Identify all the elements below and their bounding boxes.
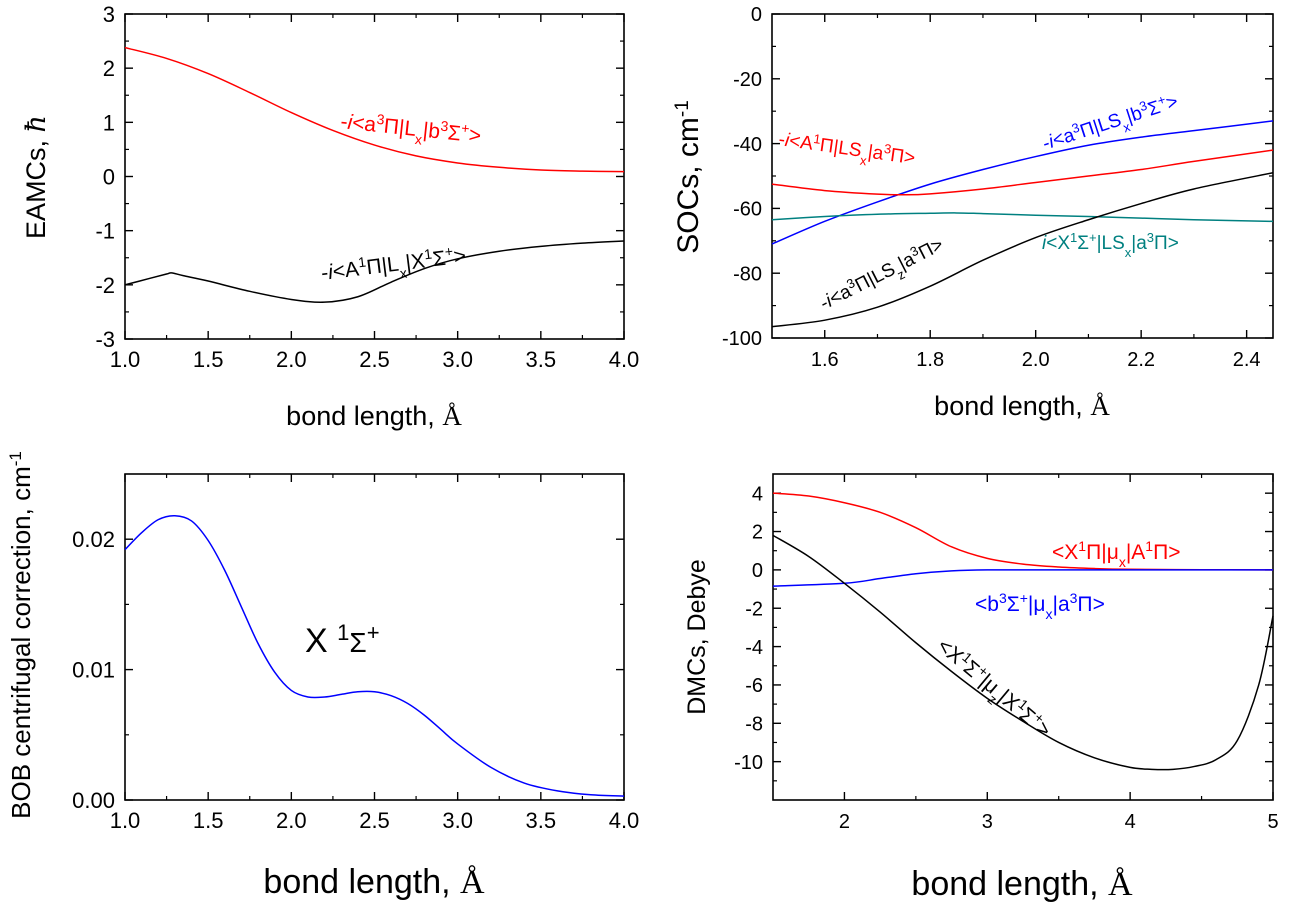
y-tick-label: -4 [745, 637, 763, 659]
dmc-series-line-0 [772, 492, 1274, 571]
x-tick-label: 3.0 [442, 347, 473, 372]
y-tick-label: 2 [752, 522, 763, 544]
y-tick-label: 3 [103, 2, 115, 27]
y-tick-label: 2 [103, 56, 115, 81]
x-tick-label: 1.6 [811, 349, 839, 371]
dmc-red-label: <X1Π|μx|A1Π> [1052, 538, 1181, 570]
soc-axis-ticks: 1.6 1.8 2.0 2.2 2.4 -100 -80 -60 -40 -20 0 [722, 4, 1273, 371]
x-tick-label: 2.0 [276, 808, 307, 833]
soc-y-axis-label: SOCs, cm-1 [672, 100, 706, 254]
y-tick-label: -2 [745, 598, 763, 620]
y-tick-label: -100 [722, 328, 762, 350]
x-tick-label: 4.0 [609, 347, 640, 372]
panel-eamc: 1.0 1.5 2.0 2.5 3.0 3.5 4.0 -3 -2 -1 0 1 2 3 EAMCs, ħ… [21, 2, 639, 431]
eamc-black-label: -i<A1Π|Lx|X1Σ+> [319, 241, 468, 291]
x-tick-label: 4.0 [609, 808, 640, 833]
y-tick-label: 0.00 [72, 788, 115, 813]
x-tick-label: 2.5 [359, 808, 390, 833]
dmc-black-label: <X1Σ+|μz|X1Σ+> [929, 632, 1057, 747]
panel-bob: 1.0 1.5 2.0 2.5 3.0 3.5 4.0 0.00 0.01 0.02 BOB ce… [6, 451, 640, 901]
dmc-series-line-1 [772, 569, 1273, 587]
soc-series-line-2 [771, 212, 1274, 223]
bob-series-line-0 [124, 514, 625, 797]
x-tick-label: 2.4 [1233, 349, 1261, 371]
soc-x-axis-label: bond length, Å [934, 391, 1110, 421]
y-tick-label: 0 [751, 4, 762, 26]
eamc-series-line-1 [124, 240, 625, 304]
eamc-x-axis-label: bond length, Å [286, 401, 462, 431]
y-tick-label: -20 [733, 69, 762, 91]
soc-series-line-0 [771, 120, 1274, 245]
x-tick-label: 1.5 [193, 808, 224, 833]
x-tick-label: 2.0 [276, 347, 307, 372]
x-tick-label: 1.0 [110, 808, 141, 833]
y-tick-label: 0.01 [72, 658, 115, 683]
y-tick-label: -8 [745, 713, 763, 735]
x-tick-label: 2.2 [1127, 349, 1155, 371]
y-tick-label: -60 [733, 199, 762, 221]
eamc-axis-ticks: 1.0 1.5 2.0 2.5 3.0 3.5 4.0 -3 -2 -1 0 1 2 3 [95, 2, 639, 372]
bob-x-axis-label: bond length, Å [263, 863, 485, 901]
x-tick-label: 3.0 [442, 808, 473, 833]
x-tick-label: 5 [1267, 811, 1278, 833]
y-tick-label: -1 [95, 219, 115, 244]
soc-series-line-3 [771, 172, 1274, 328]
y-tick-label: 1 [103, 110, 115, 135]
x-tick-label: 1.8 [916, 349, 944, 371]
soc-red-label: -i<A1Π|LSx|a3Π> [777, 126, 917, 175]
y-tick-label: 0.02 [72, 527, 115, 552]
x-tick-label: 1.5 [193, 347, 224, 372]
y-tick-label: -6 [745, 675, 763, 697]
dmc-curves [772, 492, 1274, 771]
y-tick-label: -3 [95, 327, 115, 352]
x-tick-label: 1.0 [110, 347, 141, 372]
x-tick-label: 4 [1125, 811, 1136, 833]
bob-curves [124, 514, 625, 797]
y-tick-label: 4 [752, 483, 763, 505]
panel-dmc: 2 3 4 5 -10 -8 -6 -4 -2 0 2 4 DMCs, Debye bond leng… [683, 473, 1279, 903]
x-tick-label: 3.5 [526, 347, 557, 372]
x-tick-label: 2 [839, 811, 850, 833]
bob-axis-ticks: 1.0 1.5 2.0 2.5 3.0 3.5 4.0 0.00 0.01 0.02 [72, 474, 639, 833]
soc-curves [771, 120, 1274, 328]
eamc-curves [124, 46, 625, 304]
bob-y-axis-label: BOB centrifugal correction, cm-1 [6, 451, 37, 819]
soc-blue-label: -i<a3Π|LSx|b3Σ+> [1039, 88, 1182, 160]
y-tick-label: 0 [103, 164, 115, 189]
y-tick-label: -2 [95, 273, 115, 298]
dmc-axis-ticks: 2 3 4 5 -10 -8 -6 -4 -2 0 2 4 [734, 474, 1279, 833]
y-tick-label: -80 [733, 263, 762, 285]
bob-annotation: X 1Σ+ [305, 620, 380, 661]
x-tick-label: 3 [982, 811, 993, 833]
dmc-y-axis-label: DMCs, Debye [683, 559, 711, 715]
eamc-series-line-0 [124, 46, 625, 173]
dmc-blue-label: <b3Σ+|μx|a3Π> [975, 590, 1105, 622]
eamc-red-label: -i<a3Π|Lx|b3Σ+> [339, 107, 483, 154]
panel-soc: 1.6 1.8 2.0 2.2 2.4 -100 -80 -60 -40 -20 0 SOCs, c… [672, 4, 1274, 421]
soc-teal-label: i<X1Σ+|LSx|a3Π> [1042, 230, 1179, 260]
x-tick-label: 3.5 [526, 808, 557, 833]
y-tick-label: -10 [734, 752, 763, 774]
dmc-plot-frame [772, 473, 1274, 801]
x-tick-label: 2.0 [1022, 349, 1050, 371]
x-tick-label: 2.5 [359, 347, 390, 372]
y-tick-label: -40 [733, 134, 762, 156]
y-tick-label: 0 [752, 560, 763, 582]
eamc-y-axis-label: EAMCs, ħ [21, 115, 52, 239]
soc-series-line-1 [771, 149, 1274, 196]
dmc-x-axis-label: bond length, Å [911, 865, 1133, 903]
dmc-series-line-2 [772, 534, 1274, 771]
